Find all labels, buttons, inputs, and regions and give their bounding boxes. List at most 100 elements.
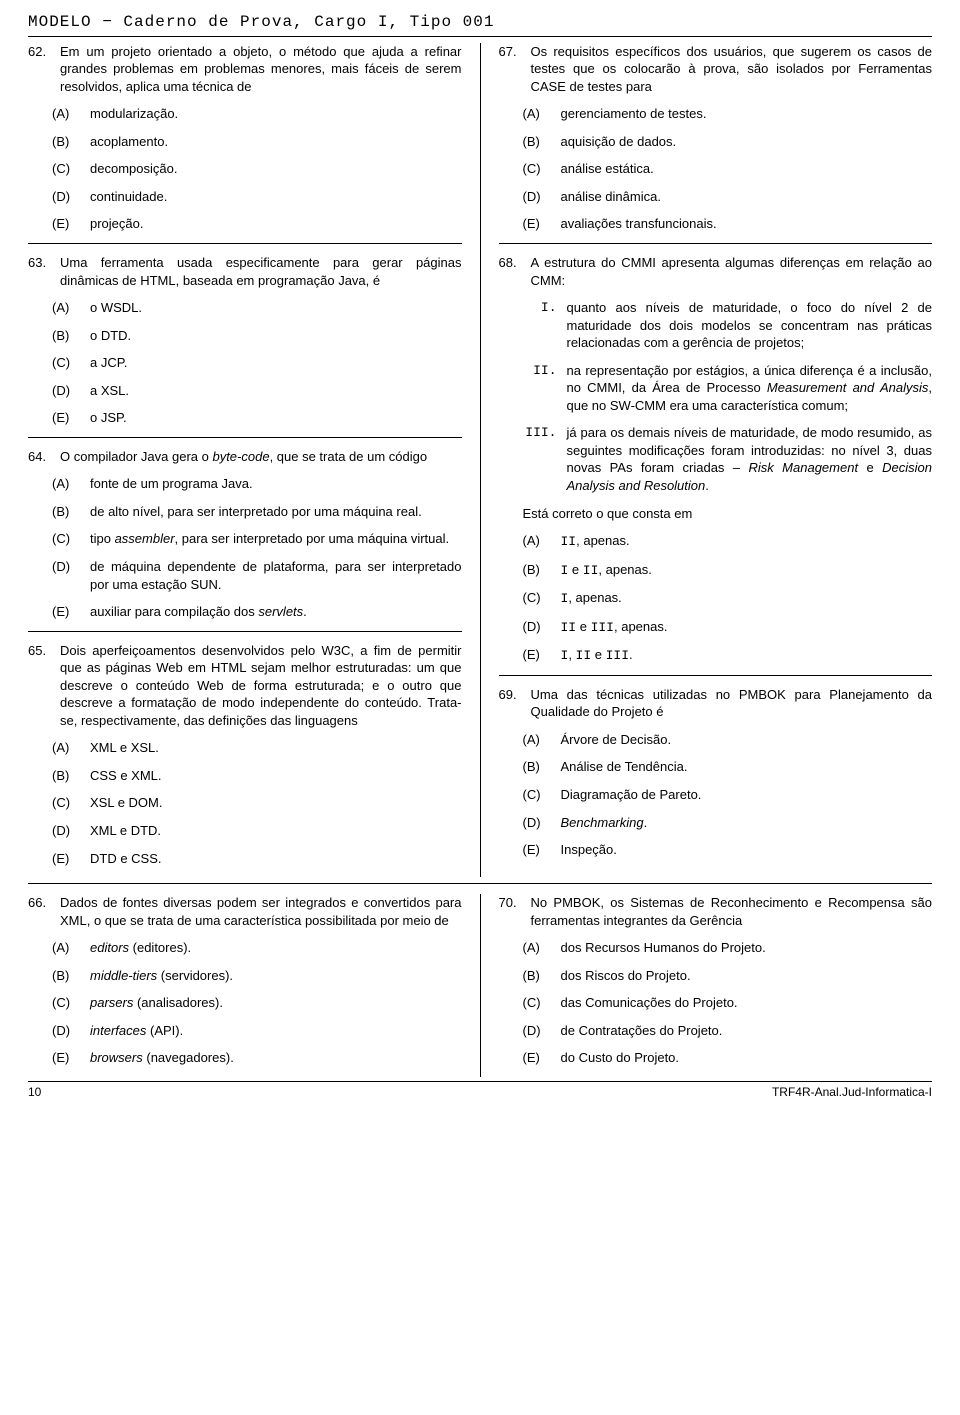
q63-option-e: (E) o JSP. [52, 409, 462, 427]
q67-option-c: (C)análise estática. [523, 160, 933, 178]
q69-num: 69. [499, 686, 523, 721]
q68-option-b: (B)I e II, apenas. [523, 561, 933, 580]
opt-label: (C) [523, 786, 551, 804]
q62-text: Em um projeto orientado a objeto, o méto… [60, 43, 462, 96]
opt-text: dos Riscos do Projeto. [561, 967, 933, 985]
opt-text: interfaces (API). [90, 1022, 462, 1040]
q66-option-b: (B) middle-tiers (servidores). [52, 967, 462, 985]
opt-label: (A) [523, 731, 551, 749]
opt-label: (D) [52, 188, 80, 206]
t: . [705, 478, 709, 493]
opt-text: decomposição. [90, 160, 462, 178]
opt-label: (B) [52, 967, 80, 985]
t: e [591, 647, 605, 662]
q62-option-d: (D) continuidade. [52, 188, 462, 206]
opt-text: a JCP. [90, 354, 462, 372]
t: e [858, 460, 882, 475]
opt-label: (D) [523, 188, 551, 206]
opt-text: projeção. [90, 215, 462, 233]
question-70: 70. No PMBOK, os Sistemas de Reconhecime… [499, 894, 933, 1067]
divider [499, 243, 933, 244]
q68-option-d: (D) II e III, apenas. [523, 618, 933, 637]
opt-label: (C) [52, 530, 80, 548]
opt-label: (E) [52, 215, 80, 233]
opt-label: (C) [523, 589, 551, 608]
t: assembler [115, 531, 175, 546]
opt-label: (B) [52, 503, 80, 521]
q70-num: 70. [499, 894, 523, 929]
opt-label: (D) [52, 382, 80, 400]
opt-text: gerenciamento de testes. [561, 105, 933, 123]
q65-text: Dois aperfeiçoamentos desenvolvidos pelo… [60, 642, 462, 730]
opt-text: II e III, apenas. [561, 618, 933, 637]
q65-option-b: (B)CSS e XML. [52, 767, 462, 785]
t: III [606, 648, 629, 663]
t: tipo [90, 531, 115, 546]
opt-text: continuidade. [90, 188, 462, 206]
opt-text: Árvore de Decisão. [561, 731, 933, 749]
q66-num: 66. [28, 894, 52, 929]
opt-text: o JSP. [90, 409, 462, 427]
opt-label: (C) [523, 994, 551, 1012]
columns-wrapper: 62. Em um projeto orientado a objeto, o … [28, 43, 932, 878]
t: servlets [258, 604, 303, 619]
left-column-bottom: 66. Dados de fontes diversas podem ser i… [28, 894, 481, 1077]
q64-option-d: (D)de máquina dependente de plataforma, … [52, 558, 462, 593]
q69-option-a: (A) Árvore de Decisão. [523, 731, 933, 749]
q68-item-ii: II. na representação por estágios, a úni… [523, 362, 933, 415]
opt-label: (B) [523, 133, 551, 151]
q69-option-b: (B)Análise de Tendência. [523, 758, 933, 776]
q64-num: 64. [28, 448, 52, 466]
columns-bottom: 66. Dados de fontes diversas podem ser i… [28, 894, 932, 1077]
t: middle-tiers [90, 968, 157, 983]
q66-option-d: (D)interfaces (API). [52, 1022, 462, 1040]
opt-label: (A) [52, 739, 80, 757]
roman-text: na representação por estágios, a única d… [567, 362, 933, 415]
t: Benchmarking [561, 815, 644, 830]
q64-option-c: (C)tipo assembler, para ser interpretado… [52, 530, 462, 548]
question-62: 62. Em um projeto orientado a objeto, o … [28, 43, 462, 233]
opt-label: (C) [52, 354, 80, 372]
opt-label: (C) [52, 794, 80, 812]
opt-label: (E) [523, 1049, 551, 1067]
page-footer: 10 TRF4R-Anal.Jud-Informatica-I [28, 1081, 932, 1100]
q63-option-c: (C) a JCP. [52, 354, 462, 372]
q70-text: No PMBOK, os Sistemas de Reconhecimento … [531, 894, 933, 929]
opt-label: (C) [52, 160, 80, 178]
opt-text: XML e XSL. [90, 739, 462, 757]
question-68: 68. A estrutura do CMMI apresenta alguma… [499, 254, 933, 665]
divider [28, 437, 462, 438]
opt-label: (A) [52, 299, 80, 317]
q68-option-e: (E)I, II e III. [523, 646, 933, 665]
q67-num: 67. [499, 43, 523, 96]
footer-doc-id: TRF4R-Anal.Jud-Informatica-I [772, 1084, 932, 1100]
right-column: 67. Os requisitos específicos dos usuári… [481, 43, 933, 878]
q63-option-a: (A)o WSDL. [52, 299, 462, 317]
opt-text: Benchmarking. [561, 814, 933, 832]
opt-text: XSL e DOM. [90, 794, 462, 812]
q67-option-d: (D)análise dinâmica. [523, 188, 933, 206]
opt-text: dos Recursos Humanos do Projeto. [561, 939, 933, 957]
opt-text: do Custo do Projeto. [561, 1049, 933, 1067]
roman-text: quanto aos níveis de maturidade, o foco … [567, 299, 933, 352]
opt-text: acoplamento. [90, 133, 462, 151]
q69-option-d: (D)Benchmarking. [523, 814, 933, 832]
opt-label: (B) [523, 561, 551, 580]
t: III [591, 620, 614, 635]
t: , [568, 647, 575, 662]
question-63: 63. Uma ferramenta usada especificamente… [28, 254, 462, 427]
opt-text: I, apenas. [561, 589, 933, 608]
opt-text: de máquina dependente de plataforma, par… [90, 558, 462, 593]
opt-text: avaliações transfuncionais. [561, 215, 933, 233]
opt-text: I, II e III. [561, 646, 933, 665]
q66-option-c: (C)parsers (analisadores). [52, 994, 462, 1012]
opt-text: fonte de um programa Java. [90, 475, 462, 493]
q68-option-c: (C) I, apenas. [523, 589, 933, 608]
opt-text: middle-tiers (servidores). [90, 967, 462, 985]
question-66: 66. Dados de fontes diversas podem ser i… [28, 894, 462, 1067]
q63-num: 63. [28, 254, 52, 289]
opt-label: (E) [52, 409, 80, 427]
t: (navegadores). [143, 1050, 234, 1065]
q67-option-b: (B)aquisição de dados. [523, 133, 933, 151]
opt-label: (D) [523, 618, 551, 637]
